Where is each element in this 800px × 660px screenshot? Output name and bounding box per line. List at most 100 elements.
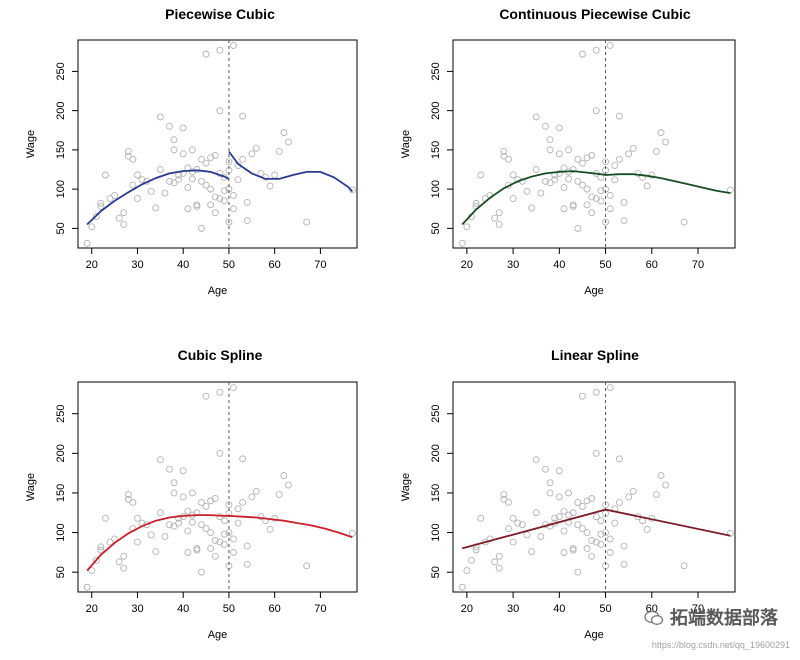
data-point [565, 489, 573, 497]
y-tick-label: 150 [55, 484, 67, 502]
watermark-brand-text: 拓端数据部落 [670, 608, 778, 628]
data-point [574, 568, 582, 576]
data-point [495, 552, 503, 560]
data-point [537, 533, 545, 540]
data-point [120, 552, 128, 560]
data-point [602, 158, 610, 166]
data-point [225, 501, 233, 509]
x-tick-label: 50 [223, 259, 235, 271]
data-point [170, 136, 178, 144]
data-point [555, 493, 563, 501]
data-point [546, 479, 554, 487]
data-point [207, 529, 215, 537]
data-point [615, 455, 623, 463]
x-tick-label: 30 [507, 259, 519, 271]
data-point [115, 558, 123, 566]
data-point [271, 171, 279, 179]
data-point [615, 155, 623, 163]
data-point [537, 189, 545, 197]
data-point [578, 502, 586, 510]
data-point [156, 456, 164, 464]
data-point [211, 552, 219, 560]
data-point [124, 495, 132, 503]
data-point [578, 159, 586, 167]
data-point [248, 150, 256, 158]
data-point [138, 176, 146, 184]
data-point [202, 525, 210, 533]
data-point [152, 204, 160, 212]
data-point [211, 151, 219, 159]
data-point [202, 181, 210, 189]
data-point [583, 529, 591, 537]
x-tick-label: 20 [86, 259, 98, 271]
data-point [239, 455, 247, 463]
data-point [463, 567, 471, 575]
data-point [546, 489, 554, 497]
data-point [528, 548, 536, 556]
plot-frame [452, 39, 736, 249]
data-point [193, 202, 201, 210]
data-point [184, 548, 192, 556]
data-point [129, 499, 137, 506]
data-point [542, 465, 549, 473]
panel-3: Cubic Spline 20 30 40 50 60 70 50 100 150 200 250 Ag… [25, 347, 358, 641]
data-point [514, 519, 522, 527]
data-point [509, 538, 517, 546]
data-point [83, 583, 91, 591]
data-point [161, 189, 169, 197]
data-point [175, 514, 183, 522]
data-point [620, 199, 628, 206]
data-point [555, 169, 563, 177]
x-tick-label: 20 [86, 603, 98, 615]
data-point [216, 107, 224, 115]
x-tick-label: 60 [269, 603, 281, 615]
data-point [597, 530, 605, 538]
data-point [202, 392, 210, 400]
data-point [348, 186, 356, 194]
y-tick-label: 100 [55, 180, 67, 198]
data-point [166, 465, 173, 473]
data-point [560, 205, 568, 213]
x-axis-label: Age [584, 629, 604, 641]
data-point [546, 136, 554, 144]
data-point [120, 209, 128, 217]
data-point [97, 546, 105, 554]
data-point [147, 188, 155, 195]
data-point [583, 497, 591, 505]
data-point [615, 499, 623, 506]
data-point [115, 214, 123, 222]
data-point [560, 527, 568, 535]
data-point [588, 151, 596, 159]
data-point [303, 562, 311, 570]
data-point [230, 548, 237, 556]
data-point [634, 169, 642, 177]
data-point [662, 138, 670, 146]
data-point [92, 556, 100, 564]
data-point [198, 499, 205, 506]
data-point [207, 185, 215, 193]
data-point [569, 166, 577, 173]
data-point [175, 519, 183, 527]
chart-title: Linear Spline [551, 347, 639, 363]
data-point [198, 224, 205, 232]
data-point [275, 491, 283, 498]
x-tick-label: 70 [314, 259, 326, 271]
x-tick-label: 20 [461, 603, 473, 615]
data-point [243, 560, 251, 568]
data-point [629, 144, 637, 152]
data-point [588, 209, 596, 217]
data-point [532, 456, 540, 464]
y-tick-label: 200 [430, 444, 442, 462]
data-point [551, 176, 559, 184]
data-point [156, 509, 164, 517]
data-point [161, 533, 169, 540]
data-point [491, 558, 499, 566]
y-tick-label: 50 [430, 566, 442, 578]
data-point [106, 195, 114, 203]
data-point [225, 529, 233, 537]
data-point [505, 525, 512, 533]
data-point [602, 501, 610, 509]
data-point [198, 177, 205, 185]
x-tick-label: 70 [314, 603, 326, 615]
